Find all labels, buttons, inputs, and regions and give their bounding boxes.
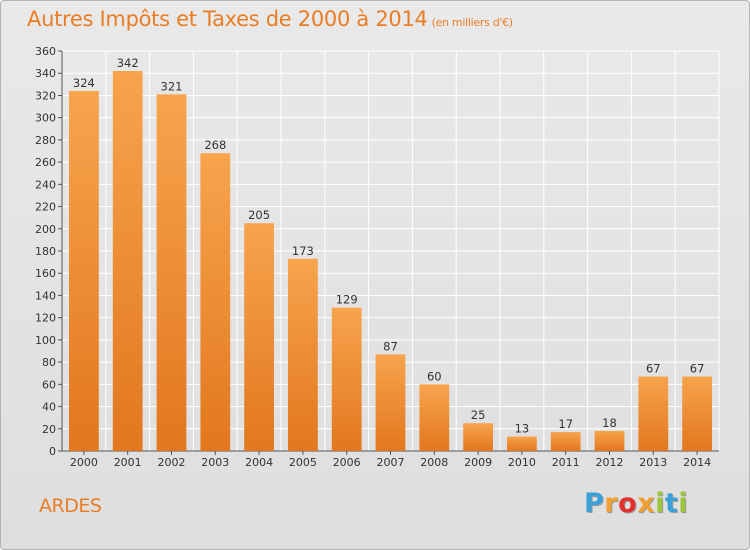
data-label: 342: [117, 56, 139, 70]
y-tick-label: 360: [35, 45, 56, 58]
x-tick-label: 2008: [420, 456, 448, 469]
y-tick-label: 200: [35, 223, 56, 236]
x-tick-label: 2013: [639, 456, 667, 469]
data-label: 321: [161, 79, 183, 93]
bar-2007: [375, 354, 406, 451]
bar-2014: [682, 376, 712, 451]
bar-2004: [244, 223, 274, 451]
y-tick-label: 260: [35, 156, 56, 169]
logo-letter: r: [604, 488, 619, 519]
x-tick-label: 2012: [596, 456, 624, 469]
logo-letter: P: [584, 488, 605, 519]
data-label: 87: [383, 339, 398, 353]
place-name: ARDES: [39, 495, 102, 517]
bar-2013: [638, 376, 669, 451]
bar-2000: [69, 91, 99, 451]
y-tick-label: 80: [42, 356, 56, 369]
y-tick-label: 100: [35, 334, 56, 347]
title-text: Autres Impôts et Taxes de 2000 à 2014: [27, 7, 428, 31]
axes: 0 20 40 60 80 100 120 140 160 180 200 220 240 260 280 3…: [35, 45, 719, 469]
chart-title: Autres Impôts et Taxes de 2000 à 2014 (en…: [27, 7, 513, 31]
x-tick-label: 2004: [245, 456, 273, 469]
x-tick-label: 2001: [114, 456, 142, 469]
data-label: 173: [292, 244, 314, 258]
data-labels: 324 342 321 268 205 173 129 87 60 25 13 17 18 67 67: [73, 56, 704, 436]
x-tick-label: 2007: [377, 456, 405, 469]
y-tick-label: 340: [35, 67, 56, 80]
y-tick-label: 220: [35, 201, 56, 214]
y-tick-label: 280: [35, 134, 56, 147]
y-tick-label: 0: [49, 445, 56, 458]
logo-letter: t: [664, 488, 679, 519]
y-tick-label: 120: [35, 312, 56, 325]
y-tick-label: 60: [42, 378, 56, 391]
y-tick-label: 140: [35, 289, 56, 302]
data-label: 17: [558, 417, 573, 431]
bar-2001: [112, 71, 143, 451]
x-tick-label: 2011: [552, 456, 580, 469]
data-label: 67: [646, 362, 661, 376]
x-tick-label: 2002: [158, 456, 186, 469]
logo-letter: i: [678, 488, 689, 519]
y-tick-label: 180: [35, 245, 56, 258]
bar-2009: [463, 423, 493, 451]
y-tick-label: 320: [35, 89, 56, 102]
logo-letter: x: [637, 488, 656, 519]
bar-2002: [156, 94, 187, 451]
logo-letter: i: [655, 488, 665, 519]
data-label: 60: [427, 369, 442, 383]
x-tick-label: 2010: [508, 456, 536, 469]
data-label: 129: [336, 293, 358, 307]
x-tick-label: 2003: [201, 456, 229, 469]
x-tick-label: 2006: [333, 456, 361, 469]
bar-2011: [550, 432, 581, 451]
proxiti-logo: Proxiti: [584, 488, 688, 519]
x-tick-label: 2000: [70, 456, 98, 469]
data-label: 67: [690, 362, 705, 376]
y-tick-label: 300: [35, 112, 56, 125]
data-label: 324: [73, 76, 95, 90]
x-tick-label: 2005: [289, 456, 317, 469]
logo-letter: o: [618, 488, 638, 519]
x-tick-label: 2009: [464, 456, 492, 469]
bar-2003: [200, 153, 231, 451]
data-label: 18: [602, 416, 617, 430]
y-tick-label: 240: [35, 178, 56, 191]
bar-2005: [288, 258, 318, 451]
bar-2012: [594, 431, 625, 451]
data-label: 268: [204, 138, 226, 152]
data-label: 13: [515, 422, 530, 436]
bar-2008: [419, 384, 450, 451]
data-label: 25: [471, 408, 486, 422]
bar-2006: [331, 307, 362, 451]
x-tick-label: 2014: [683, 456, 711, 469]
y-tick-label: 40: [42, 401, 56, 414]
y-tick-label: 20: [42, 423, 56, 436]
bars: [69, 71, 712, 451]
y-tick-label: 160: [35, 267, 56, 280]
data-label: 205: [248, 208, 270, 222]
title-unit: (en milliers d'€): [431, 16, 513, 29]
bar-2010: [507, 436, 537, 451]
